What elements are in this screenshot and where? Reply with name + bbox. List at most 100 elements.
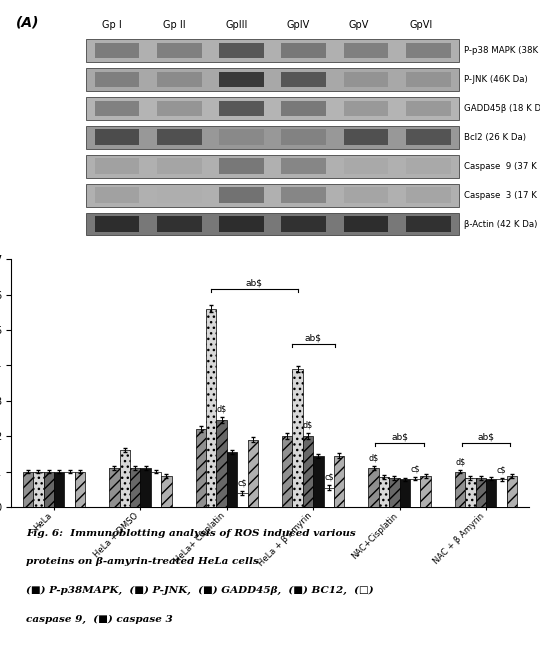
Text: GpIV: GpIV: [287, 20, 310, 30]
Bar: [343, 72, 388, 87]
Text: ab$: ab$: [305, 334, 322, 342]
Bar: [465, 478, 476, 507]
Bar: [507, 476, 517, 507]
Bar: [109, 468, 120, 507]
Text: (A): (A): [16, 16, 39, 29]
Text: d$: d$: [217, 405, 227, 414]
Bar: [410, 478, 420, 507]
Bar: [195, 429, 206, 507]
Bar: [64, 471, 75, 507]
Bar: [151, 471, 161, 507]
Bar: [227, 452, 237, 507]
Text: Caspase  9 (37 K Da): Caspase 9 (37 K Da): [464, 162, 540, 171]
Bar: [86, 39, 459, 62]
Text: GpVI: GpVI: [410, 20, 433, 30]
Bar: [219, 216, 264, 232]
Text: Gp I: Gp I: [102, 20, 122, 30]
Text: ab$: ab$: [477, 433, 495, 442]
Bar: [33, 471, 44, 507]
Bar: [219, 72, 264, 87]
Bar: [343, 130, 388, 145]
Bar: [130, 468, 140, 507]
Bar: [206, 309, 217, 507]
Text: Gp II: Gp II: [163, 20, 185, 30]
Bar: [219, 158, 264, 174]
Bar: [157, 187, 201, 203]
Bar: [157, 216, 201, 232]
Bar: [303, 436, 313, 507]
Bar: [94, 130, 139, 145]
Text: ab$: ab$: [246, 279, 263, 288]
Bar: [406, 158, 450, 174]
Text: c$: c$: [324, 473, 334, 482]
Bar: [75, 471, 85, 507]
Bar: [94, 187, 139, 203]
Bar: [157, 100, 201, 117]
Bar: [293, 369, 303, 507]
Bar: [157, 130, 201, 145]
Bar: [281, 100, 326, 117]
Bar: [281, 72, 326, 87]
Bar: [323, 488, 334, 507]
Bar: [343, 216, 388, 232]
Bar: [157, 72, 201, 87]
Bar: [379, 477, 389, 507]
Bar: [406, 187, 450, 203]
Bar: [120, 450, 130, 507]
Text: proteins on β-amyrin-treated HeLa cells: proteins on β-amyrin-treated HeLa cells: [26, 557, 259, 566]
Text: d$: d$: [303, 421, 313, 430]
Bar: [400, 479, 410, 507]
Text: ab$: ab$: [391, 433, 408, 442]
Bar: [157, 158, 201, 174]
Bar: [343, 187, 388, 203]
Bar: [219, 100, 264, 117]
Bar: [23, 471, 33, 507]
Bar: [281, 130, 326, 145]
Bar: [368, 468, 379, 507]
Bar: [94, 42, 139, 59]
Bar: [313, 456, 323, 507]
Bar: [86, 68, 459, 90]
Bar: [281, 42, 326, 59]
Bar: [455, 471, 465, 507]
Bar: [219, 42, 264, 59]
Bar: [343, 100, 388, 117]
Bar: [389, 478, 400, 507]
Bar: [281, 158, 326, 174]
Bar: [496, 479, 507, 507]
Text: Caspase  3 (17 K Da): Caspase 3 (17 K Da): [464, 191, 540, 200]
Text: caspase 9,  (■) caspase 3: caspase 9, (■) caspase 3: [26, 615, 173, 624]
Bar: [54, 471, 64, 507]
Bar: [486, 478, 496, 507]
Text: GADD45β (18 K Da): GADD45β (18 K Da): [464, 104, 540, 113]
Bar: [219, 130, 264, 145]
Text: P-p38 MAPK (38K Da): P-p38 MAPK (38K Da): [464, 46, 540, 55]
Text: c$: c$: [410, 464, 420, 473]
Bar: [406, 100, 450, 117]
Text: Bcl2 (26 K Da): Bcl2 (26 K Da): [464, 133, 526, 142]
Bar: [94, 216, 139, 232]
Bar: [86, 155, 459, 178]
Bar: [406, 216, 450, 232]
Bar: [247, 439, 258, 507]
Bar: [334, 456, 345, 507]
Bar: [420, 476, 431, 507]
Bar: [140, 468, 151, 507]
Bar: [94, 100, 139, 117]
Text: GpIII: GpIII: [225, 20, 247, 30]
Bar: [86, 97, 459, 120]
Bar: [406, 72, 450, 87]
Text: d$: d$: [369, 454, 379, 463]
Bar: [406, 130, 450, 145]
Bar: [157, 42, 201, 59]
Bar: [86, 126, 459, 148]
Bar: [406, 42, 450, 59]
Bar: [476, 478, 486, 507]
Bar: [281, 216, 326, 232]
Bar: [94, 158, 139, 174]
Bar: [217, 421, 227, 507]
Bar: [94, 72, 139, 87]
Bar: [219, 187, 264, 203]
Text: GpV: GpV: [349, 20, 369, 30]
Text: c$: c$: [238, 478, 247, 487]
